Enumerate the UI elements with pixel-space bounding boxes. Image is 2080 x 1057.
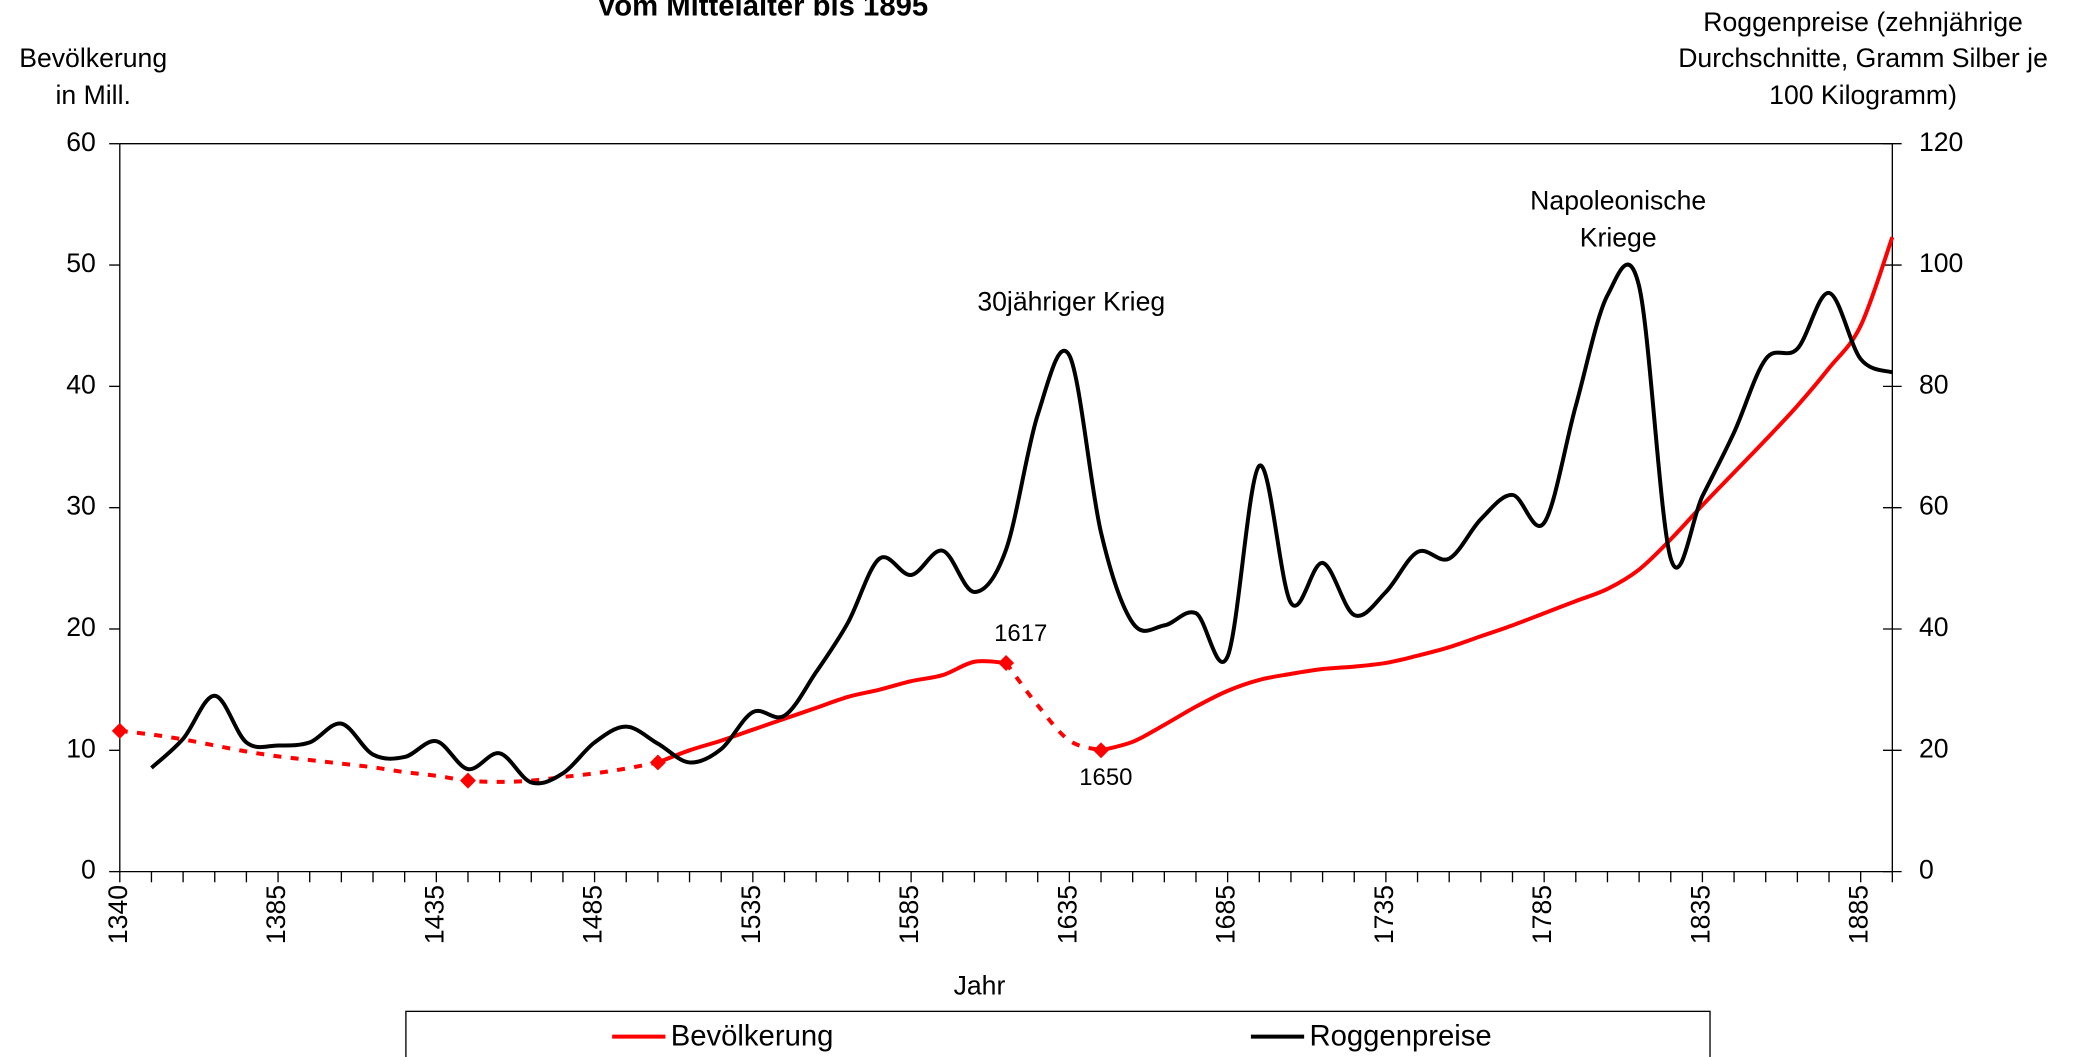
x-tick-label: 1340 [103, 885, 133, 944]
x-tick-label: 1685 [1211, 885, 1241, 944]
y2-tick-label: 100 [1919, 248, 1963, 278]
point-marker [998, 654, 1015, 671]
x-tick-label: 1885 [1844, 885, 1874, 944]
line-series [657, 659, 1007, 765]
annotation: 1650 [1079, 764, 1132, 791]
point-marker [649, 754, 666, 771]
annotation: Napoleonische [1530, 185, 1706, 215]
legend [405, 1010, 1711, 1057]
x-tick-label: 1585 [894, 885, 924, 944]
x-tick-label: 1385 [261, 885, 291, 944]
point-marker [459, 772, 476, 789]
line-series [1100, 236, 1895, 753]
y-tick-label: 0 [81, 855, 96, 885]
line-series [119, 728, 659, 784]
y-tick-label: 40 [66, 369, 96, 399]
y-tick-label: 10 [66, 733, 96, 763]
x-tick-label: 1635 [1052, 885, 1082, 944]
x-tick-label: 1835 [1685, 885, 1715, 944]
legend-label: Roggenpreise [1309, 1021, 1491, 1053]
y2-tick-label: 40 [1919, 612, 1949, 642]
line-series [150, 262, 1894, 786]
x-tick-label: 1735 [1369, 885, 1399, 944]
point-marker [111, 722, 128, 739]
annotation: 1617 [994, 620, 1047, 647]
y2-tick-label: 60 [1919, 491, 1949, 521]
x-tick-label: 1535 [736, 885, 766, 944]
y2-tick-label: 20 [1919, 733, 1949, 763]
y-tick-label: 30 [66, 491, 96, 521]
y-axis-label: Bevölkerung [19, 43, 167, 73]
x-tick-label: 1435 [419, 885, 449, 944]
y-tick-label: 50 [66, 248, 96, 278]
y2-tick-label: 80 [1919, 369, 1949, 399]
x-tick-label: 1485 [578, 885, 608, 944]
y-tick-label: 20 [66, 612, 96, 642]
y-axis-label: in Mill. [55, 80, 130, 110]
x-axis-label: Jahr [954, 970, 1006, 1000]
chart-title: Vom Mittelalter bis 1895 [597, 0, 928, 23]
y2-tick-label: 0 [1919, 855, 1934, 885]
y2-axis-label: Durchschnitte, Gramm Silber je [1678, 43, 2048, 73]
annotation: Kriege [1580, 223, 1657, 253]
x-tick-label: 1785 [1527, 885, 1557, 944]
y2-axis-label: 100 Kilogramm) [1769, 80, 1957, 110]
y2-axis-label: Roggenpreise (zehnjährige [1703, 7, 2023, 37]
annotation: 30jähriger Krieg [977, 286, 1165, 316]
y2-tick-label: 120 [1919, 127, 1963, 157]
legend-label: Bevölkerung [671, 1021, 834, 1053]
line-series [1004, 661, 1102, 753]
y-tick-label: 60 [66, 127, 96, 157]
